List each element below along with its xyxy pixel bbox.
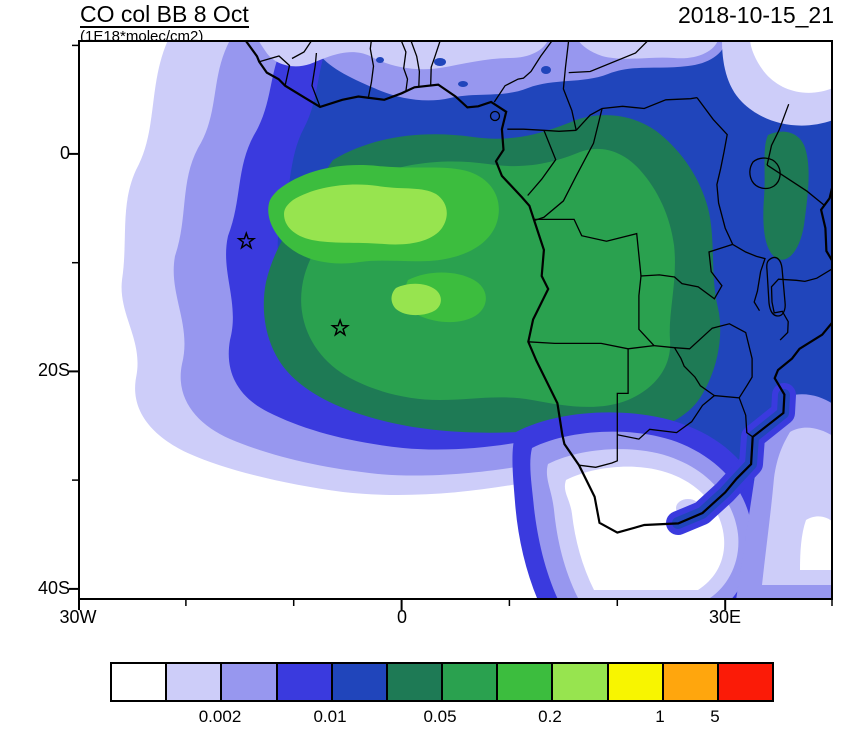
corner-se-white [800,516,833,570]
sahel-lavender-patch [258,40,548,70]
plot-datestamp: 2018-10-15_21 [677,2,834,28]
colorbar-cell [496,664,552,700]
colorbar-cell [330,664,386,700]
map-lines [244,40,833,534]
plot-frame [78,40,833,600]
colorbar-cell [385,664,442,700]
map-svg [69,40,833,610]
major-ticks [69,152,727,610]
contour-field [78,40,833,600]
colorbar-cell [275,664,331,700]
coast-blue-speck [434,58,446,66]
colorbar-cell [606,664,662,700]
x-tick-label-0: 0 [396,607,407,627]
colorbar-labels: 0.002 0.01 0.05 0.2 1 5 [110,707,770,729]
contour-band-0.2 [284,184,447,245]
colorbar-tick-label: 0.002 [198,707,242,726]
africa-coastline [244,40,833,534]
colorbar-cell [220,664,276,700]
sahel-lavender-patch-2 [578,40,718,59]
axes-frame [69,40,833,610]
colorbar [110,662,774,702]
colorbar-cell [165,664,221,700]
x-tick-label-30e: 30E [708,607,742,627]
lake-victoria [749,157,781,190]
colorbar-tick-label: 0.01 [313,707,347,726]
y-tick-label-0: 0 [59,143,70,163]
east-africa-coastline [819,183,833,263]
plot-title: CO col BB 8 Oct [80,1,249,28]
bioko-island [489,110,501,122]
coast-blue-speck [541,66,551,74]
minor-ticks [72,44,833,606]
corner-ne-white [750,40,833,93]
x-tick-label-30w: 30W [59,607,97,627]
colorbar-cell [661,664,717,700]
colorbar-cell [441,664,497,700]
contour-band-0.02-east-streak [763,131,809,260]
coast-blue-speck [458,81,468,87]
colorbar-tick-label: 1 [655,707,665,726]
y-tick-label-40s: 40S [37,578,70,598]
colorbar-cell [112,664,166,700]
coast-blue-speck [376,57,384,63]
colorbar-cell [716,664,773,700]
lake-malawi [766,256,786,317]
contour-band-0.2-b [391,283,441,316]
colorbar-cell [551,664,607,700]
colorbar-tick-label: 0.2 [538,707,562,726]
colorbar-tick-label: 0.05 [423,707,457,726]
y-tick-label-20s: 20S [37,360,70,380]
colorbar-tick-label: 5 [710,707,720,726]
sa-white-core [564,466,725,590]
